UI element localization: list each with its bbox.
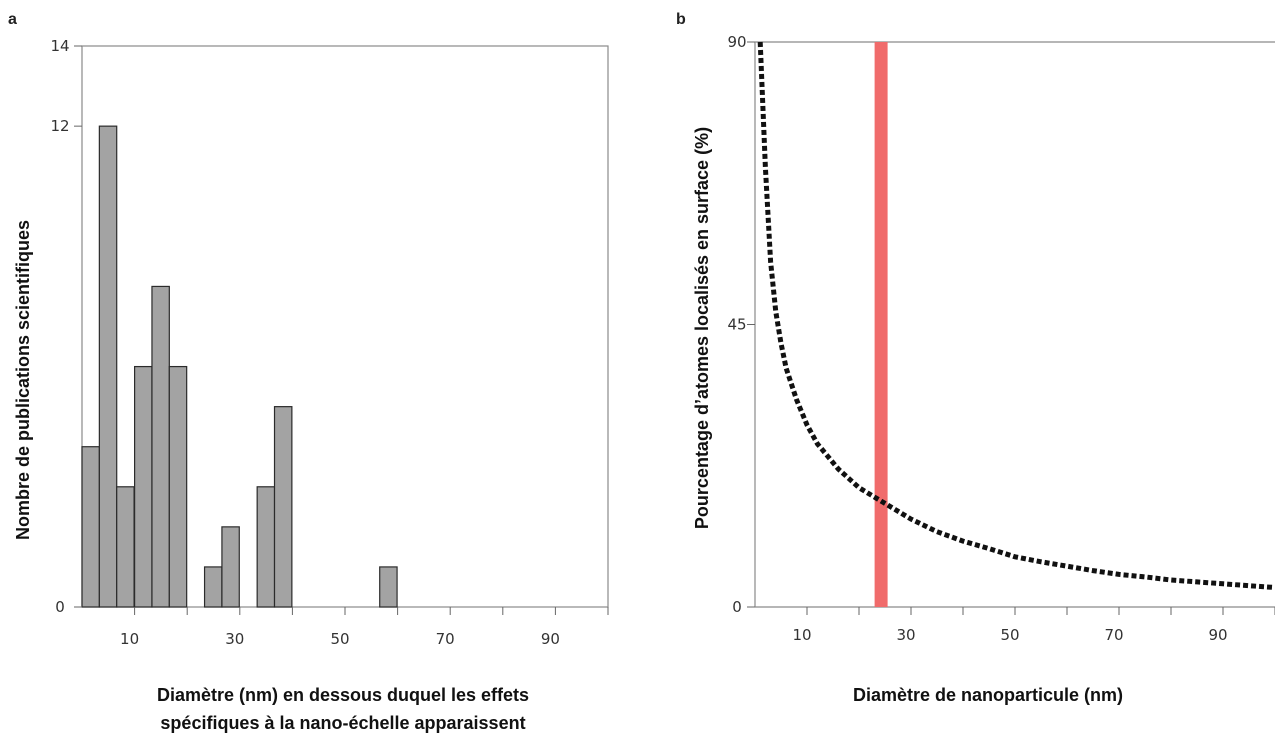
x-tick-label-a-90: 90 — [541, 630, 560, 648]
bar-2 — [116, 486, 135, 608]
y-axis-title-b: Pourcentage d’atomes localisés en surfac… — [692, 127, 712, 529]
bar-7 — [221, 526, 240, 608]
bar-1 — [98, 125, 118, 608]
bar-0 — [81, 446, 100, 608]
x-tick-label-a-70: 70 — [436, 630, 455, 648]
surface-atoms-curve — [757, 41, 1275, 590]
bar-6 — [203, 566, 223, 608]
panel-letter-b: b — [676, 11, 686, 28]
bar-5 — [168, 365, 188, 608]
x-tick-label-b-30: 30 — [896, 626, 915, 644]
x-tick-label-a-30: 30 — [225, 630, 244, 648]
highlight-band — [874, 42, 888, 607]
bar-9 — [273, 406, 293, 608]
x-tick-label-a-10: 10 — [120, 630, 139, 648]
x-tick-label-b-70: 70 — [1104, 626, 1123, 644]
y-axis-title-a: Nombre de publications scientifiques — [13, 220, 33, 540]
y-tick-label-a-12: 12 — [50, 117, 69, 135]
y-tick-label-b-90: 90 — [727, 33, 746, 51]
y-tick-label-b-45: 45 — [727, 316, 746, 334]
bar-chart-panel-a: 10 30 50 70 90 0 12 14 — [50, 37, 609, 648]
y-tick-label-a-14: 14 — [50, 37, 69, 55]
x-axis-title-a-line1: Diamètre (nm) en dessous duquel les effe… — [157, 685, 529, 705]
x-axis-title-a-line2: spécifiques à la nano-échelle apparaisse… — [160, 713, 525, 733]
panel-letter-a: a — [8, 11, 17, 28]
x-tick-label-a-50: 50 — [330, 630, 349, 648]
x-tick-label-b-10: 10 — [792, 626, 811, 644]
bar-3 — [134, 365, 153, 608]
bar-8 — [256, 486, 276, 608]
x-tick-label-b-50: 50 — [1000, 626, 1019, 644]
bar-4 — [151, 285, 170, 608]
x-axis-title-b: Diamètre de nanoparticule (nm) — [853, 685, 1123, 705]
line-chart-panel-b: 10 30 50 70 90 0 45 90 — [727, 33, 1275, 644]
y-tick-label-a-0: 0 — [55, 598, 65, 616]
x-tick-label-b-90: 90 — [1208, 626, 1227, 644]
bar-10 — [379, 566, 398, 608]
y-tick-label-b-0: 0 — [732, 598, 742, 616]
